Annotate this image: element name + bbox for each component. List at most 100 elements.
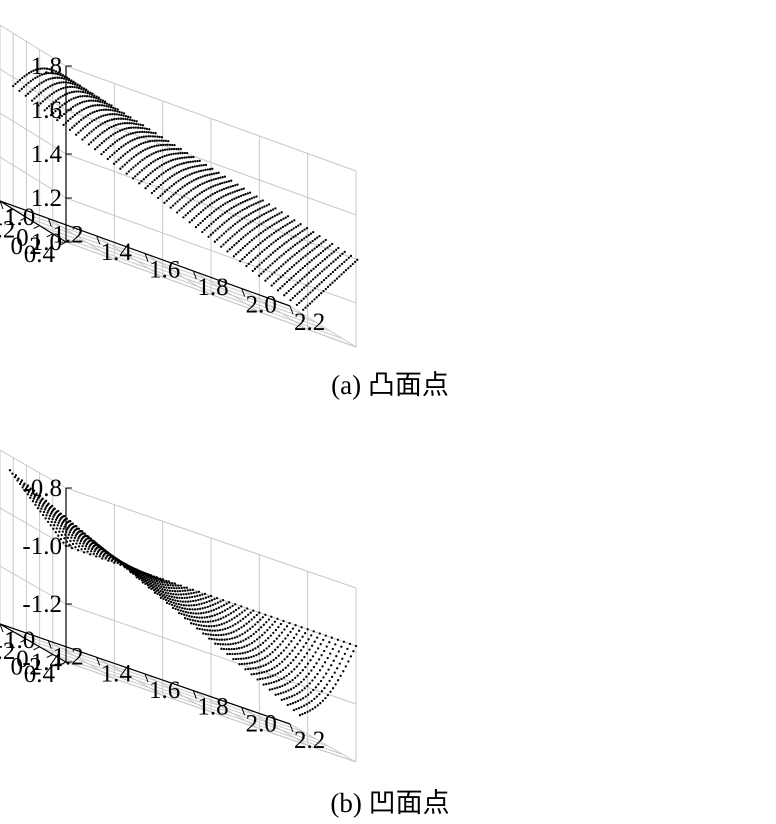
data-point [290, 695, 294, 698]
x-tick-mark [96, 235, 101, 245]
data-point [256, 660, 259, 663]
data-point [205, 188, 208, 191]
data-point [54, 99, 58, 102]
data-point [24, 94, 27, 97]
data-point [230, 198, 234, 201]
data-point [308, 261, 311, 264]
data-point [210, 179, 213, 182]
data-point [242, 639, 245, 642]
data-point [23, 75, 26, 78]
data-point [191, 165, 194, 169]
data-point [315, 255, 318, 258]
data-point [291, 296, 294, 300]
data-point [47, 71, 50, 75]
data-point [199, 598, 202, 601]
data-point [47, 517, 51, 520]
data-point [163, 190, 167, 193]
data-point [153, 139, 156, 142]
data-point [52, 72, 55, 75]
data-point [204, 632, 207, 636]
data-point [192, 155, 195, 159]
data-point [293, 668, 296, 671]
data-point [140, 169, 144, 172]
data-point [200, 191, 204, 194]
data-point [107, 559, 110, 562]
data-point [284, 637, 287, 640]
data-point [298, 231, 302, 234]
data-point [199, 612, 203, 615]
data-point [290, 276, 293, 280]
y-tick-label: 0.2 [11, 653, 42, 680]
data-point [222, 633, 225, 636]
data-point [44, 79, 48, 82]
data-point [249, 260, 253, 264]
data-point [248, 251, 251, 255]
data-point [85, 95, 89, 98]
data-point [217, 633, 220, 637]
data-point [85, 99, 88, 103]
data-point [155, 187, 158, 191]
point-cloud [8, 469, 358, 717]
data-point [265, 257, 268, 260]
data-point [234, 622, 237, 626]
data-point [270, 642, 273, 646]
data-point [126, 121, 129, 125]
data-point [307, 693, 310, 696]
x-tick-mark [47, 640, 52, 649]
data-point [53, 521, 57, 524]
data-point [261, 658, 264, 661]
data-point [232, 647, 236, 651]
data-point [321, 699, 325, 702]
data-point [303, 275, 306, 278]
data-point [89, 550, 93, 553]
data-point [167, 586, 171, 590]
data-point [199, 169, 203, 173]
data-point [328, 679, 331, 683]
data-point [122, 135, 126, 138]
data-point [77, 120, 81, 123]
data-point [179, 152, 182, 155]
data-point [167, 592, 170, 595]
data-point [272, 282, 276, 285]
data-point [92, 139, 95, 142]
data-point [254, 209, 257, 213]
data-point [30, 494, 33, 497]
z-tick-label: -1.4 [22, 649, 62, 676]
data-point [43, 67, 46, 70]
data-point [236, 635, 239, 638]
data-point [306, 628, 309, 631]
data-point [192, 622, 195, 626]
data-point [50, 103, 53, 106]
data-point [326, 246, 329, 249]
x-tick-label: 1.2 [52, 222, 83, 249]
data-point [247, 262, 250, 266]
data-point [316, 274, 319, 277]
data-point [167, 139, 170, 143]
data-point [309, 659, 312, 662]
data-point [303, 655, 306, 659]
data-point [227, 601, 231, 604]
data-point [242, 187, 245, 190]
data-point [155, 580, 159, 583]
data-point [109, 134, 113, 138]
data-point [209, 620, 212, 623]
data-point [44, 506, 48, 509]
y-tick-mark [46, 233, 54, 238]
data-point [230, 631, 233, 634]
data-point [225, 186, 228, 190]
data-point [177, 147, 180, 151]
data-point [23, 482, 26, 485]
data-point [260, 626, 263, 629]
data-point [82, 551, 86, 554]
data-point [251, 219, 254, 222]
data-point [98, 104, 101, 107]
data-point [330, 664, 333, 667]
data-point [153, 168, 157, 171]
data-point [139, 151, 142, 154]
data-point [233, 233, 236, 236]
data-point [244, 234, 247, 237]
data-point [105, 138, 108, 141]
data-point [218, 225, 222, 228]
data-point [208, 173, 211, 176]
data-point [171, 582, 174, 585]
